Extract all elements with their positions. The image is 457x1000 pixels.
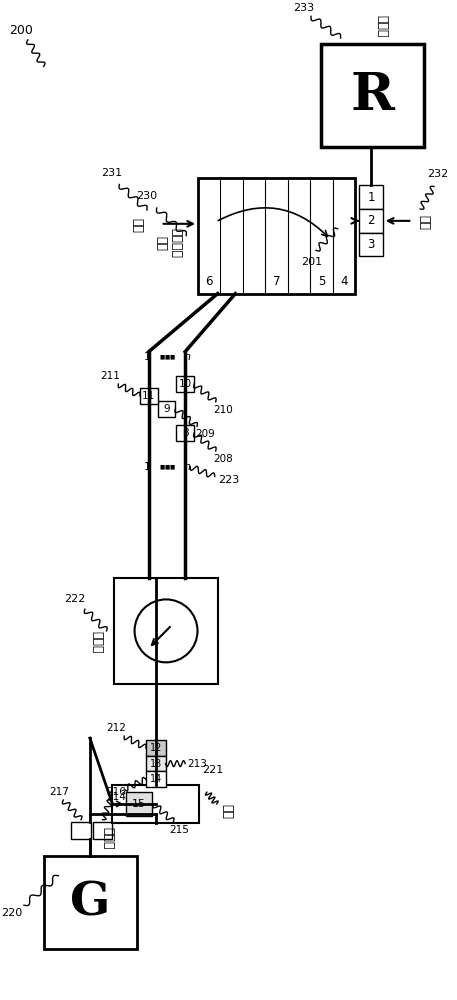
Text: 2: 2 (367, 214, 375, 227)
Bar (359, 233, 383, 256)
Bar (71, 822, 91, 839)
Text: ■: ■ (159, 464, 165, 469)
Text: ■: ■ (165, 354, 170, 359)
Text: 200: 200 (9, 24, 33, 37)
Bar (146, 740, 165, 756)
Bar (93, 822, 112, 839)
Text: 6: 6 (206, 275, 213, 288)
Text: 201: 201 (302, 257, 323, 267)
Text: 11: 11 (142, 391, 155, 401)
Text: 生成器: 生成器 (101, 827, 115, 850)
Text: ■: ■ (169, 354, 175, 359)
Text: 212: 212 (106, 723, 126, 733)
Text: 1: 1 (143, 352, 150, 362)
Text: 输入: 输入 (131, 218, 143, 233)
Bar (198, 178, 355, 294)
Text: 5: 5 (318, 275, 325, 288)
Bar (176, 376, 194, 392)
Text: ■: ■ (165, 464, 170, 469)
Text: 4: 4 (340, 275, 348, 288)
Text: 8: 8 (182, 428, 189, 438)
Bar (114, 578, 218, 684)
Bar (112, 785, 199, 823)
Text: n: n (184, 462, 191, 472)
Text: ■: ■ (159, 354, 165, 359)
Text: 13: 13 (149, 759, 162, 769)
Text: 215: 215 (170, 825, 189, 835)
Text: 232: 232 (427, 169, 448, 179)
Text: 7: 7 (273, 275, 281, 288)
Bar (43, 856, 137, 949)
Text: 223: 223 (218, 475, 239, 485)
Text: 231: 231 (101, 168, 122, 178)
Bar (359, 209, 383, 233)
Bar (146, 771, 165, 787)
Text: 230: 230 (136, 191, 157, 201)
Text: 210: 210 (214, 405, 234, 415)
Text: R: R (351, 70, 394, 121)
Text: 1: 1 (367, 191, 375, 204)
Text: 15: 15 (132, 799, 146, 809)
Text: 9: 9 (163, 404, 170, 414)
Circle shape (134, 599, 197, 662)
Text: 222: 222 (64, 594, 86, 604)
Text: 12: 12 (149, 743, 162, 753)
Text: 1: 1 (143, 462, 150, 472)
Text: 调度器: 调度器 (90, 631, 103, 654)
Text: 重新排序
队列: 重新排序 队列 (154, 228, 182, 258)
Text: 216: 216 (106, 787, 126, 797)
Text: 213: 213 (187, 759, 207, 769)
Text: 209: 209 (195, 429, 215, 439)
Bar (176, 425, 194, 441)
Text: n: n (184, 352, 191, 362)
Bar (321, 44, 424, 147)
Text: G: G (70, 880, 111, 926)
Text: 214: 214 (106, 792, 126, 802)
Bar (158, 401, 175, 417)
Text: 14: 14 (149, 774, 162, 784)
Bar (146, 756, 165, 771)
Text: 220: 220 (1, 908, 23, 918)
Text: 221: 221 (202, 765, 223, 775)
Text: ■: ■ (169, 464, 175, 469)
Bar (140, 388, 158, 404)
Text: 3: 3 (367, 238, 375, 251)
Text: 208: 208 (214, 454, 234, 464)
Bar (359, 185, 383, 209)
Text: 接收器: 接收器 (376, 15, 389, 37)
Text: 输出: 输出 (418, 215, 430, 230)
Text: 10: 10 (179, 379, 192, 389)
Text: 217: 217 (49, 787, 69, 797)
Text: 211: 211 (101, 371, 120, 381)
Text: 定序: 定序 (220, 804, 233, 819)
Text: 233: 233 (292, 3, 314, 13)
Bar (126, 792, 152, 816)
